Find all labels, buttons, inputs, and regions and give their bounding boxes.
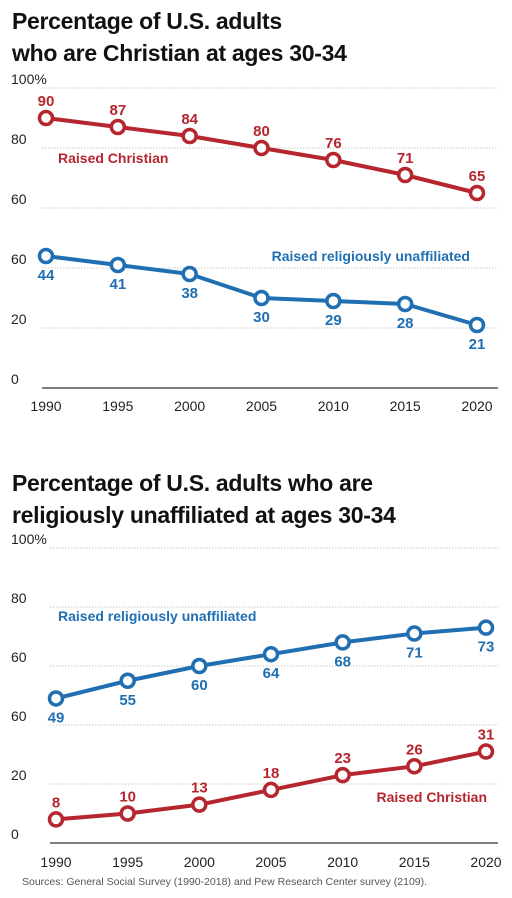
data-label: 55 <box>119 692 136 709</box>
data-label: 30 <box>253 309 270 326</box>
data-label: 76 <box>325 135 342 152</box>
data-point <box>396 166 414 184</box>
data-label: 73 <box>478 639 495 656</box>
x-tick-label: 2000 <box>184 854 215 870</box>
data-label: 10 <box>119 789 136 806</box>
data-point <box>325 151 342 169</box>
data-point <box>334 634 351 651</box>
series-label: Raised Christian <box>58 150 168 166</box>
y-tick-label: 100% <box>11 531 47 547</box>
data-label: 29 <box>325 312 342 329</box>
data-label: 84 <box>181 111 198 128</box>
x-tick-label: 2020 <box>461 398 492 414</box>
data-point <box>262 645 280 663</box>
data-label: 65 <box>469 168 486 185</box>
data-point <box>37 109 55 127</box>
data-point <box>191 657 208 675</box>
chart-1-title-line-2: who are Christian at ages 30-34 <box>12 40 347 66</box>
data-label: 31 <box>478 727 495 744</box>
data-label: 13 <box>191 780 208 797</box>
y-tick-label: 60 <box>11 649 27 665</box>
data-point <box>406 625 423 642</box>
x-tick-label: 2010 <box>318 398 349 414</box>
data-label: 71 <box>406 645 423 662</box>
data-point <box>109 256 127 274</box>
christian-chart: 100% 80 60 60 20 0 1990 1995 2000 2005 2010 2015 202… <box>11 71 498 414</box>
data-label: 18 <box>263 765 280 782</box>
data-point <box>468 184 486 202</box>
data-point <box>468 316 486 334</box>
series-line <box>55 625 487 701</box>
x-tick-label: 2005 <box>246 398 277 414</box>
chart-2-title-line-1: Percentage of U.S. adults who are <box>12 470 373 496</box>
data-point <box>477 743 495 760</box>
data-point <box>406 758 423 775</box>
data-point <box>181 265 198 283</box>
data-label: 80 <box>253 123 270 140</box>
data-label: 49 <box>48 709 65 726</box>
data-label: 64 <box>263 665 280 682</box>
data-point <box>47 690 65 707</box>
x-tick-label: 2010 <box>327 854 358 870</box>
data-point <box>253 139 270 157</box>
data-label: 28 <box>397 315 414 332</box>
data-label: 68 <box>334 653 351 670</box>
data-point <box>119 805 136 822</box>
x-tick-label: 2005 <box>255 854 286 870</box>
x-tick-label: 1990 <box>30 398 61 414</box>
data-label: 38 <box>181 285 198 302</box>
y-tick-label: 0 <box>11 826 19 842</box>
y-tick-label: 20 <box>11 767 27 783</box>
data-point <box>325 292 342 310</box>
series-label: Raised religiously unaffiliated <box>272 248 470 264</box>
x-tick-label: 2000 <box>174 398 205 414</box>
series-label: Raised religiously unaffiliated <box>58 608 256 624</box>
x-tick-label: 2015 <box>399 854 430 870</box>
y-tick-label: 60 <box>11 191 27 207</box>
source-note: Sources: General Social Survey (1990-201… <box>22 876 428 888</box>
x-tick-label: 1995 <box>102 398 133 414</box>
data-point <box>47 811 65 828</box>
y-tick-label: 60 <box>11 251 27 267</box>
data-point <box>334 766 351 784</box>
y-tick-label: 100% <box>11 71 47 87</box>
y-tick-label: 0 <box>11 371 19 387</box>
data-point <box>181 127 198 145</box>
data-point <box>191 796 208 813</box>
chart-2-title-line-2: religiously unaffiliated at ages 30-34 <box>12 502 396 528</box>
data-label: 60 <box>191 677 208 694</box>
data-label: 41 <box>109 276 126 293</box>
data-label: 44 <box>38 267 55 284</box>
data-point <box>477 619 495 636</box>
x-tick-label: 1990 <box>40 854 71 870</box>
series-label: Raised Christian <box>377 789 487 805</box>
unaffiliated-chart: 100% 80 60 60 20 0 1990 1995 2000 2005 2010 2015 202… <box>11 531 502 870</box>
data-point <box>119 672 136 689</box>
data-point <box>396 295 414 313</box>
data-label: 26 <box>406 741 423 758</box>
data-label: 87 <box>109 102 126 119</box>
data-label: 90 <box>38 93 55 110</box>
data-point <box>37 247 55 265</box>
data-point <box>109 118 127 136</box>
y-tick-label: 60 <box>11 708 27 724</box>
y-tick-label: 20 <box>11 311 27 327</box>
data-label: 21 <box>469 336 486 353</box>
chart-1-title-line-1: Percentage of U.S. adults <box>12 8 282 34</box>
y-tick-label: 80 <box>11 131 27 147</box>
data-label: 8 <box>52 794 60 811</box>
x-tick-label: 2020 <box>470 854 501 870</box>
data-point <box>262 781 280 799</box>
data-label: 71 <box>397 150 414 167</box>
x-tick-label: 2015 <box>390 398 421 414</box>
data-label: 23 <box>334 750 351 767</box>
y-tick-label: 80 <box>11 590 27 606</box>
x-tick-label: 1995 <box>112 854 143 870</box>
data-point <box>253 289 270 307</box>
